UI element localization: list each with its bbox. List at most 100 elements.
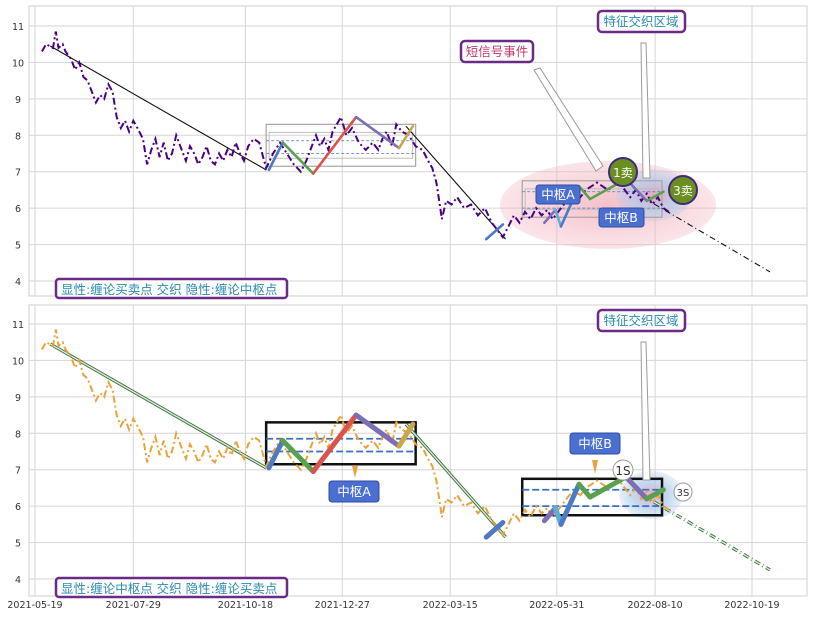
bi-stroke [484,223,505,241]
bi-stroke [645,190,665,203]
y-tick-label: 9 [15,393,21,404]
x-tick-label: 2022-10-19 [724,600,779,611]
x-tick-label: 2021-10-18 [218,600,273,611]
pivot-box [520,477,664,517]
top-pivot-b-label: 中枢B [604,210,638,225]
pivot-box [521,180,663,218]
y-tick-label: 7 [15,168,21,179]
bi-stroke [310,412,359,475]
bi-stroke [311,115,358,175]
sell3-circle [668,175,698,205]
short-signal-arrow [533,67,604,172]
bi-stroke [483,520,506,540]
sell3-label: 3卖 [673,184,693,198]
x-tick-label: 2021-07-29 [106,600,161,611]
trend-line [405,125,507,240]
trend-line [49,45,267,171]
short-signal-callout: 短信号事件 [459,39,604,172]
y-tick-label: 8 [15,131,21,142]
s3-circle [673,482,693,502]
bi-stroke [280,438,316,475]
bi-stroke [577,184,592,201]
bi-stroke [543,208,557,225]
bottom-panel: 4 5 6 7 8 9 10 11 特征交织区域 中枢A 中枢B 1S 3S [12,304,808,599]
bi-stroke [281,141,315,175]
short-signal-label: 短信号事件 [466,44,529,59]
s3-marker: 3S [673,482,693,502]
y-tick-label: 7 [15,466,21,477]
bottom-price-line [41,329,670,538]
top-plot-frame [28,5,808,297]
bi-stroke [623,474,650,502]
sell3-marker: 3卖 [668,175,698,205]
pivot-inner-box [268,131,414,159]
bi-stroke [353,412,402,449]
top-caption-box [54,277,289,300]
bi-stroke [397,124,415,150]
bottom-trend-lines [49,342,771,572]
bottom-pivot-b-tag: 中枢B [569,432,621,474]
x-tick-label: 2022-03-15 [423,600,478,611]
sell1-label: 1卖 [613,166,633,180]
top-pivot-a-box [535,184,581,205]
bottom-pivot-a-label: 中枢A [337,484,371,499]
bottom-pivot-a-arrow [352,466,358,478]
y-tick-label: 10 [12,356,24,367]
y-tick-label: 6 [15,204,21,215]
y-tick-label: 5 [15,241,21,252]
top-caption-text: 显性:缠论买卖点 交织 隐性:缠论中枢点 [61,282,277,297]
sell1-circle [608,157,638,187]
bi-stroke [354,115,401,150]
bi-stroke [267,141,285,172]
bottom-pivot-a-box [328,480,380,503]
top-feature-zone-label: 特征交织区域 [603,14,678,29]
bottom-pivot-b-label: 中枢B [578,436,612,451]
x-tick-labels: 2021-05-19 2021-07-29 2021-10-18 2021-12-27… [7,600,779,611]
bi-stroke [266,438,286,471]
top-panel: 4 5 6 7 8 9 10 11 短信号事件 特征交织区域 中枢A 中枢B [12,5,808,300]
bottom-pivot-a-tag: 中枢A [328,466,380,503]
y-tick-label: 11 [12,22,24,33]
bi-stroke [554,208,563,228]
y-tick-label: 4 [15,575,21,586]
y-tick-label: 5 [15,539,21,550]
bottom-pivot-b-arrow [592,460,598,474]
trend-line-core [49,343,267,469]
y-tick-label: 4 [15,277,21,288]
bi-stroke [396,421,416,449]
y-tick-label: 6 [15,502,21,513]
top-feature-zone-label-box [596,9,687,34]
bi-stroke [644,487,666,502]
bottom-y-tick-labels: 4 5 6 7 8 9 10 11 [12,320,24,586]
bottom-caption: 显性:缠论中枢点 交织 隐性:缠论买卖点 [54,576,289,599]
top-trend-lines [49,45,771,273]
top-pivot-a-tag: 中枢A [535,184,581,205]
top-feature-zone-arrow [640,42,651,179]
s1-marker: 1S [612,459,634,481]
top-y-tick-labels: 4 5 6 7 8 9 10 11 [12,22,24,288]
bottom-plot-frame [28,304,808,597]
top-pivot-a-label: 中枢A [541,187,575,202]
top-pivot-b-tag: 中枢B [598,207,645,228]
trend-line-core [405,423,507,538]
bottom-bi-strokes [266,412,666,540]
x-tick-label: 2021-12-27 [315,600,370,611]
y-tick-label: 9 [15,95,21,106]
bottom-caption-text: 显性:缠论中枢点 交织 隐性:缠论买卖点 [61,581,277,596]
x-tick-label: 2022-08-10 [627,600,682,611]
bottom-caption-box [54,576,289,599]
bottom-feature-zone-callout: 特征交织区域 [596,308,687,481]
s1-label: 1S [615,464,630,478]
y-tick-label: 10 [12,58,24,69]
s1-circle [612,459,634,481]
top-feature-zone-callout: 特征交织区域 [596,9,687,179]
sell1-marker: 1卖 [608,157,638,187]
bi-stroke [587,474,629,500]
x-tick-label: 2021-05-19 [7,600,62,611]
s3-label: 3S [677,488,690,499]
bottom-pivot-b-box [569,432,621,455]
bottom-feature-zone-arrow [640,341,651,481]
bi-stroke [576,481,593,500]
y-tick-label: 8 [15,429,21,440]
